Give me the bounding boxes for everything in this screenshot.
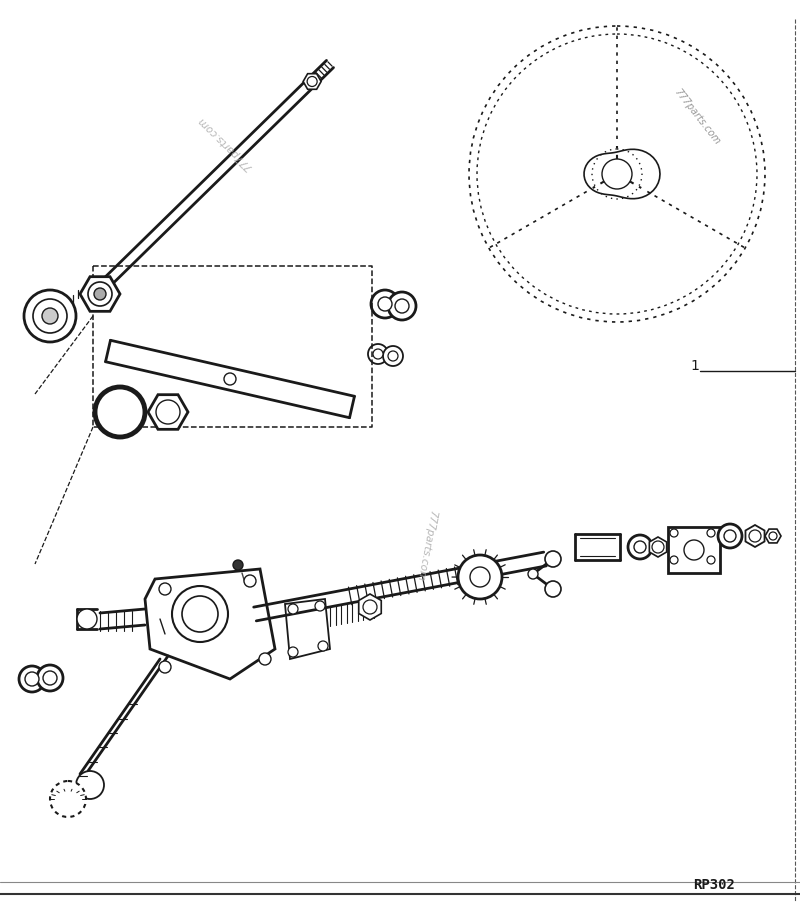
Circle shape	[95, 388, 145, 437]
Circle shape	[652, 541, 664, 554]
Text: 777parts.com: 777parts.com	[195, 115, 254, 171]
Circle shape	[388, 292, 416, 320]
Circle shape	[718, 524, 742, 548]
Circle shape	[233, 560, 243, 570]
Circle shape	[528, 569, 538, 579]
Circle shape	[395, 299, 409, 314]
Circle shape	[545, 582, 561, 597]
Circle shape	[76, 771, 104, 799]
Text: RP302: RP302	[693, 877, 735, 891]
Circle shape	[634, 541, 646, 554]
Circle shape	[458, 556, 502, 599]
Circle shape	[288, 604, 298, 614]
Circle shape	[88, 282, 112, 307]
Circle shape	[172, 586, 228, 642]
Circle shape	[24, 290, 76, 343]
Circle shape	[383, 346, 403, 366]
Circle shape	[42, 308, 58, 325]
Circle shape	[769, 532, 777, 540]
Polygon shape	[765, 529, 781, 543]
Circle shape	[318, 641, 328, 651]
Circle shape	[670, 529, 678, 538]
Polygon shape	[650, 538, 666, 557]
Circle shape	[371, 290, 399, 318]
Circle shape	[684, 540, 704, 560]
Circle shape	[388, 352, 398, 362]
Circle shape	[749, 530, 761, 542]
Circle shape	[50, 781, 86, 817]
Circle shape	[19, 667, 45, 692]
Circle shape	[77, 610, 97, 630]
Circle shape	[159, 584, 171, 595]
Circle shape	[378, 298, 392, 312]
Circle shape	[545, 551, 561, 567]
Circle shape	[724, 530, 736, 542]
Circle shape	[670, 557, 678, 565]
Polygon shape	[746, 526, 765, 548]
Circle shape	[25, 672, 39, 686]
Text: 777parts.com: 777parts.com	[672, 87, 722, 147]
Polygon shape	[358, 594, 382, 621]
Circle shape	[94, 289, 106, 300]
Circle shape	[363, 601, 377, 614]
Circle shape	[315, 602, 325, 612]
Circle shape	[259, 653, 271, 666]
Circle shape	[368, 345, 388, 364]
Circle shape	[373, 350, 383, 360]
Circle shape	[156, 400, 180, 425]
Circle shape	[43, 671, 57, 686]
Polygon shape	[285, 599, 330, 659]
Polygon shape	[145, 569, 275, 679]
Circle shape	[37, 666, 63, 691]
Bar	[668, 528, 720, 574]
Circle shape	[628, 536, 652, 559]
Circle shape	[307, 78, 317, 87]
Circle shape	[33, 299, 67, 334]
Circle shape	[182, 596, 218, 632]
Polygon shape	[303, 75, 321, 90]
Text: 777parts.com: 777parts.com	[415, 509, 438, 582]
Circle shape	[244, 575, 256, 587]
Polygon shape	[148, 395, 188, 430]
Circle shape	[159, 661, 171, 673]
Circle shape	[707, 529, 715, 538]
Polygon shape	[80, 278, 120, 312]
Circle shape	[288, 648, 298, 658]
Text: 1: 1	[690, 359, 699, 373]
Circle shape	[224, 373, 236, 385]
Circle shape	[707, 557, 715, 565]
Circle shape	[470, 567, 490, 587]
